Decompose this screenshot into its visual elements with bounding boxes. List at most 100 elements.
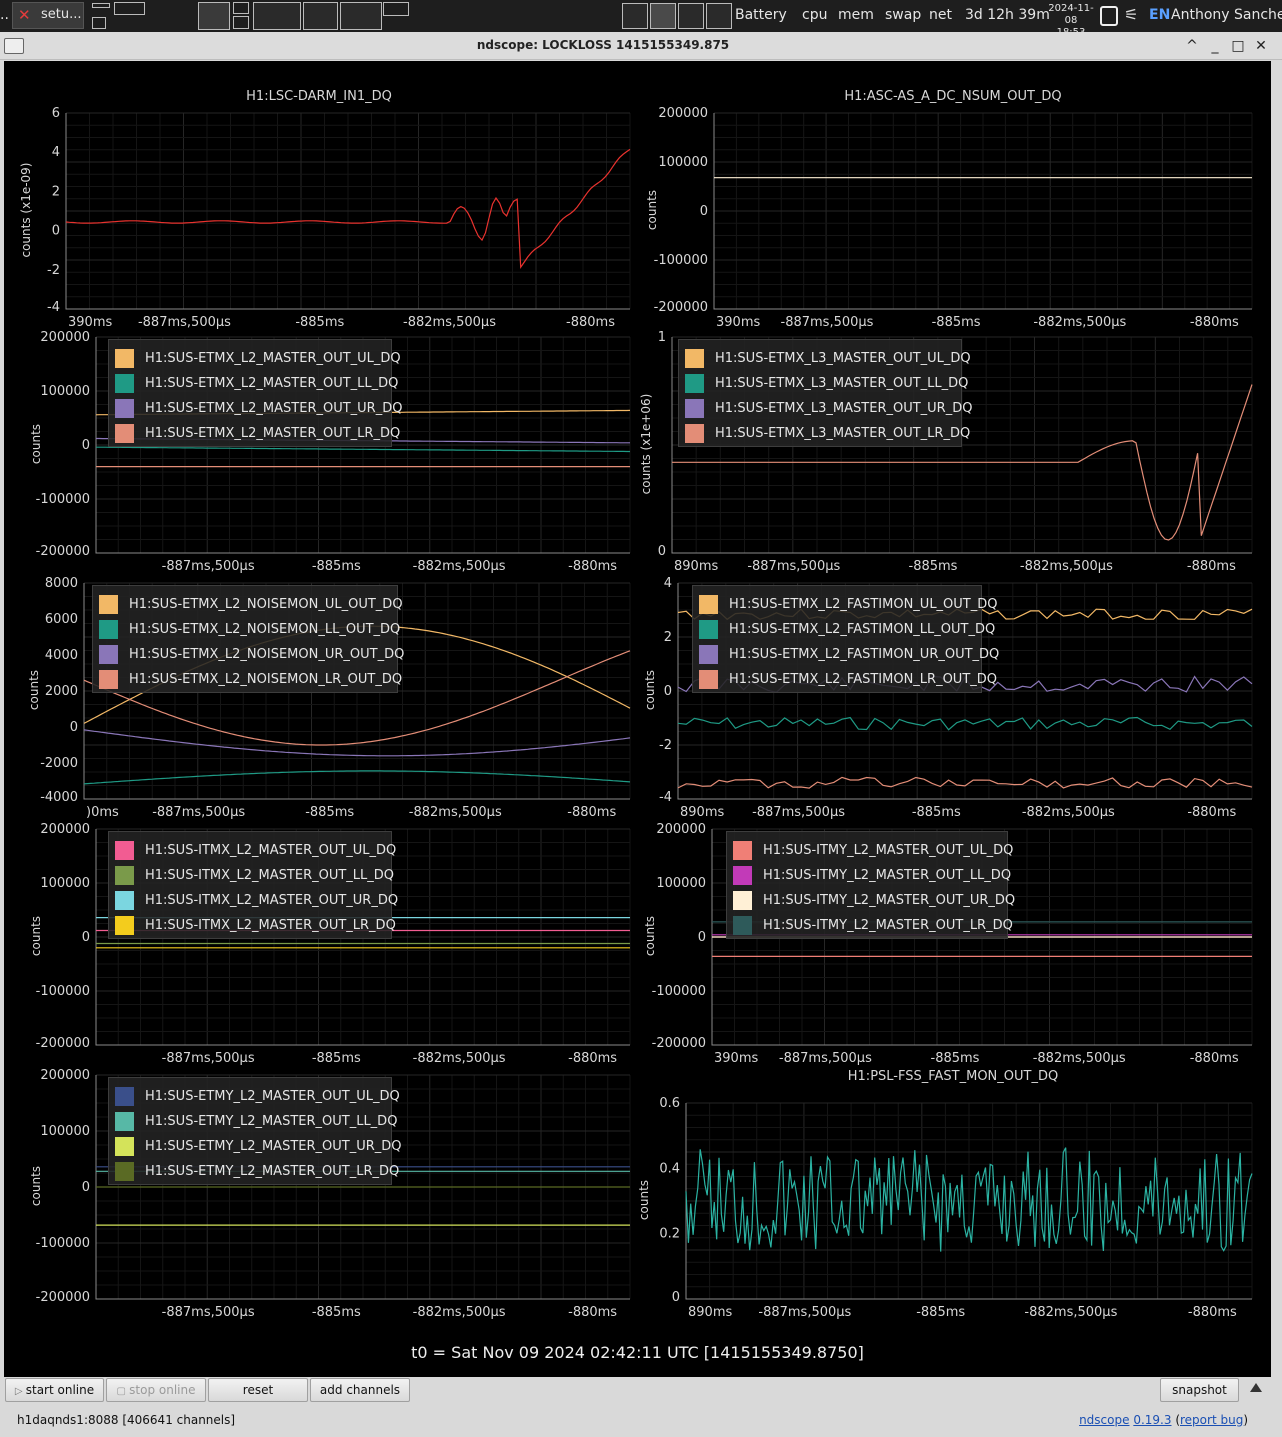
plot-p9[interactable]: 200000 100000 0 -100000 -200000 -887ms,500µs -…	[4, 1067, 634, 1327]
x-tick-label: 890ms	[688, 1305, 732, 1320]
legend-label: H1:SUS-ITMX_L2_MASTER_OUT_LL_DQ	[145, 868, 395, 883]
y-tick-label: 0	[658, 544, 666, 559]
swap-indicator[interactable]: swap	[885, 7, 922, 23]
plot-canvas[interactable]: 6 4 2 0 -2 -4 390ms -887ms,500µs -885ms -882ms,50…	[4, 81, 634, 337]
add-channels-button[interactable]: add channels	[310, 1378, 410, 1402]
ndscope-link[interactable]: ndscope	[1079, 1413, 1130, 1427]
net-indicator[interactable]: net	[929, 7, 952, 23]
x-tick-label: -880ms	[1190, 315, 1239, 330]
x-tick-label: -880ms	[566, 315, 615, 330]
plot-p1[interactable]: H1:LSC-DARM_IN1_DQ 6 4 2 0 -2 -4 390ms -887ms,50…	[4, 81, 634, 337]
legend-label: H1:SUS-ETMX_L2_NOISEMON_LR_OUT_DQ	[129, 672, 403, 687]
legend-label: H1:SUS-ETMY_L2_MASTER_OUT_UR_DQ	[145, 1139, 402, 1154]
y-axis-label: counts (x1e+06)	[639, 393, 653, 495]
minimize-icon[interactable]: _	[1211, 38, 1219, 54]
y-tick-label: -200000	[654, 300, 708, 315]
window-menu-icon[interactable]	[4, 38, 24, 54]
plot-p7[interactable]: 200000 100000 0 -100000 -200000 -887ms,500µs -…	[4, 821, 634, 1073]
window-titlebar[interactable]: ndscope: LOCKLOSS 1415155349.875 ^ _ □ ✕	[0, 32, 1282, 60]
x-tick-label: -887ms,500µs	[779, 1051, 872, 1066]
version-info: ndscope 0.19.3 (report bug)	[1079, 1413, 1248, 1427]
legend-label: H1:SUS-ETMX_L2_MASTER_OUT_LR_DQ	[145, 426, 401, 441]
x-tick-label: -880ms	[1187, 805, 1236, 820]
reset-button[interactable]: reset	[208, 1378, 308, 1402]
y-axis-label: counts	[29, 1165, 43, 1207]
plot-area[interactable]: t0 = Sat Nov 09 2024 02:42:11 UTC [14151…	[4, 61, 1271, 1377]
network-icon[interactable]: ⚟	[1124, 5, 1139, 24]
snapshot-button[interactable]: snapshot	[1160, 1378, 1239, 1402]
x-tick-label: -885ms	[312, 559, 361, 574]
plot-p8[interactable]: 200000 100000 0 -100000 -200000 390ms -887ms,5…	[638, 821, 1268, 1073]
plot-p5[interactable]: 8000 6000 4000 2000 0 -2000 -4000)0ms -887ms,50…	[4, 575, 634, 827]
x-tick-label: -887ms,500µs	[152, 805, 245, 820]
plot-p4[interactable]: 1 0 890ms -887ms,500µs -885ms -882ms,500µs -88…	[638, 329, 1268, 581]
plot-p3[interactable]: 200000 100000 0 -100000 -200000 -887ms,500µs -…	[4, 329, 634, 581]
stop-online-label: stop online	[129, 1383, 196, 1397]
close-icon[interactable]: ✕	[1255, 38, 1267, 54]
legend-label: H1:SUS-ETMX_L3_MASTER_OUT_UL_DQ	[715, 351, 971, 366]
legend-label: H1:SUS-ITMY_L2_MASTER_OUT_LL_DQ	[763, 868, 1012, 883]
y-tick-label: -200000	[36, 1036, 90, 1051]
version-link[interactable]: 0.19.3	[1133, 1413, 1172, 1427]
maximize-icon[interactable]: □	[1231, 38, 1245, 54]
plot-legend[interactable]: H1:SUS-ETMX_L2_FASTIMON_UL_OUT_DQ H1:SUS-…	[692, 585, 999, 693]
legend-swatch	[115, 891, 134, 910]
legend-label: H1:SUS-ETMX_L3_MASTER_OUT_UR_DQ	[715, 401, 973, 416]
plot-legend[interactable]: H1:SUS-ITMX_L2_MASTER_OUT_UL_DQ H1:SUS-IT…	[108, 831, 398, 939]
stop-icon: ▢	[116, 1386, 130, 1397]
x-tick-label: 890ms	[680, 805, 724, 820]
plot-p2[interactable]: H1:ASC-AS_A_DC_NSUM_OUT_DQ 200000 100000 0 -…	[638, 81, 1268, 337]
trace-0	[672, 384, 1253, 541]
plot-legend[interactable]: H1:SUS-ITMY_L2_MASTER_OUT_UL_DQ H1:SUS-IT…	[726, 831, 1015, 939]
user-name[interactable]: Anthony Sanchez	[1171, 7, 1282, 23]
stop-online-button[interactable]: ▢ stop online	[106, 1378, 206, 1402]
control-bar: ▷ start online ▢ stop online reset add c…	[0, 1377, 1282, 1437]
legend-swatch	[115, 1112, 134, 1131]
cpu-indicator[interactable]: cpu	[802, 7, 828, 23]
x-tick-label: -887ms,500µs	[781, 315, 874, 330]
x-tick-label: -887ms,500µs	[162, 1305, 255, 1320]
y-tick-label: 100000	[40, 384, 90, 399]
legend-swatch	[733, 916, 752, 935]
y-tick-label: 0.2	[659, 1227, 680, 1242]
y-tick-label: -200000	[36, 1290, 90, 1305]
trace-3	[83, 650, 631, 746]
trace-2	[83, 729, 631, 757]
expand-up-icon[interactable]	[1250, 1383, 1262, 1392]
trace-0	[685, 1147, 1253, 1252]
legend-swatch	[115, 424, 134, 443]
y-tick-label: 0.6	[659, 1096, 680, 1111]
plot-p6[interactable]: 4 2 0 -2 -4 890ms -887ms,500µs -885ms -882ms,500…	[638, 575, 1268, 827]
plot-p10[interactable]: H1:PSL-FSS_FAST_MON_OUT_DQ 0.6 0.4 0.2 0 890m…	[637, 1067, 1268, 1327]
legend-swatch	[685, 349, 704, 368]
y-tick-label: 2	[52, 184, 60, 199]
plot-legend[interactable]: H1:SUS-ETMY_L2_MASTER_OUT_UL_DQ H1:SUS-ET…	[108, 1077, 402, 1185]
y-tick-label: 0.4	[659, 1161, 680, 1176]
legend-swatch	[733, 841, 752, 860]
plot-legend[interactable]: H1:SUS-ETMX_L2_NOISEMON_UL_OUT_DQ H1:SUS-…	[92, 585, 404, 693]
keep-above-icon[interactable]: ^	[1186, 38, 1198, 54]
taskbar-app-button[interactable]: ✕ setu...	[12, 2, 84, 29]
x-tick-label: -887ms,500µs	[752, 805, 845, 820]
mem-indicator[interactable]: mem	[838, 7, 874, 23]
plot-axes	[95, 829, 630, 1046]
x-tick-label: -887ms,500µs	[758, 1305, 851, 1320]
x-tick-label: -882ms,500µs	[1024, 1305, 1117, 1320]
y-tick-label: 200000	[40, 822, 90, 837]
y-axis-label: counts	[29, 423, 43, 465]
x-tick-label: -882ms,500µs	[413, 1051, 506, 1066]
plot-canvas[interactable]: 200000 100000 0 -100000 -200000 390ms -887ms,5…	[638, 81, 1268, 337]
battery-indicator[interactable]: Battery	[735, 7, 787, 23]
plot-axes	[711, 829, 1252, 1046]
keyboard-layout[interactable]: EN	[1149, 7, 1171, 23]
legend-swatch	[99, 670, 118, 689]
report-bug-link[interactable]: report bug	[1180, 1413, 1244, 1427]
plot-canvas[interactable]: 0.6 0.4 0.2 0 890ms -887ms,500µs -885ms -882ms,…	[638, 1067, 1268, 1327]
plot-legend[interactable]: H1:SUS-ETMX_L3_MASTER_OUT_UL_DQ H1:SUS-ET…	[678, 339, 972, 447]
y-tick-label: 2000	[45, 684, 78, 699]
start-online-button[interactable]: ▷ start online	[5, 1378, 104, 1402]
plot-legend[interactable]: H1:SUS-ETMX_L2_MASTER_OUT_UL_DQ H1:SUS-ET…	[108, 339, 402, 447]
play-icon: ▷	[14, 1386, 26, 1397]
power-icon[interactable]	[1100, 6, 1118, 26]
legend-label: H1:SUS-ETMX_L2_MASTER_OUT_UL_DQ	[145, 351, 401, 366]
